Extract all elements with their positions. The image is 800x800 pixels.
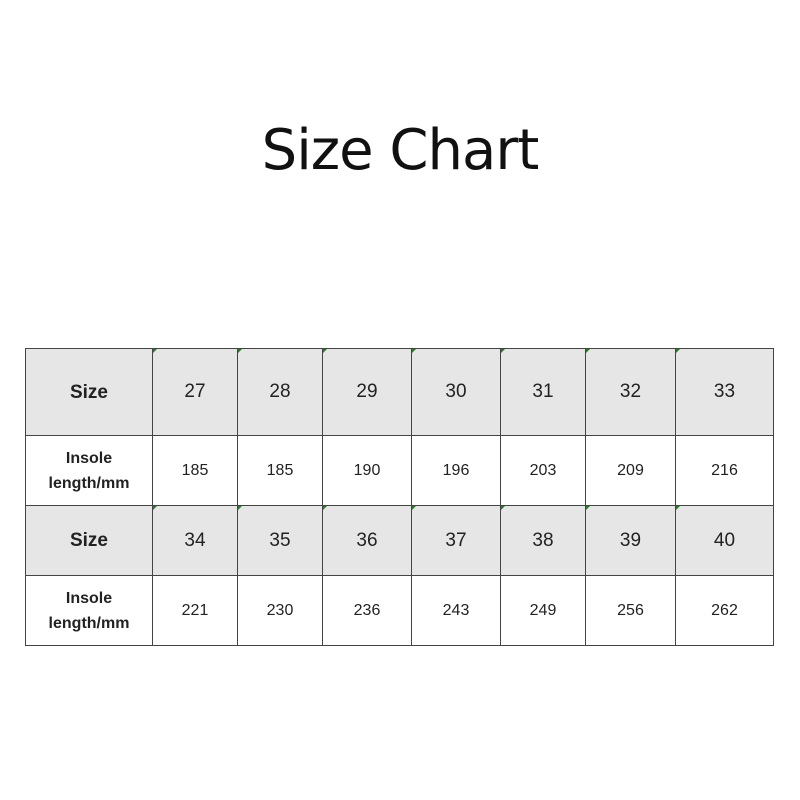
insole-length-cell: 256 — [585, 575, 676, 646]
insole-length-cell: 185 — [152, 435, 238, 506]
insole-length-label: Insole length/mm — [25, 435, 153, 506]
insole-length-cell: 216 — [675, 435, 774, 506]
insole-length-cell: 196 — [411, 435, 501, 506]
size-cell: 30 — [411, 348, 501, 436]
size-cell: 40 — [675, 505, 774, 576]
size-label: Size — [25, 348, 153, 436]
insole-length-cell: 209 — [585, 435, 676, 506]
insole-length-cell: 262 — [675, 575, 774, 646]
insole-length-label: Insole length/mm — [25, 575, 153, 646]
page-title: Size Chart — [261, 118, 540, 183]
size-cell: 27 — [152, 348, 238, 436]
insole-length-cell: 230 — [237, 575, 323, 646]
insole-length-row: Insole length/mm 221 230 236 243 249 256 262 — [25, 575, 774, 646]
size-cell: 38 — [500, 505, 586, 576]
insole-length-cell: 236 — [322, 575, 412, 646]
size-cell: 35 — [237, 505, 323, 576]
size-cell: 36 — [322, 505, 412, 576]
size-cell: 28 — [237, 348, 323, 436]
insole-length-cell: 243 — [411, 575, 501, 646]
insole-length-row: Insole length/mm 185 185 190 196 203 209 216 — [25, 435, 774, 506]
size-cell: 31 — [500, 348, 586, 436]
size-cell: 37 — [411, 505, 501, 576]
size-chart-table: Size 27 28 29 30 31 32 33 Insole length/mm 185 185 1… — [25, 348, 774, 646]
size-cell: 33 — [675, 348, 774, 436]
insole-length-cell: 221 — [152, 575, 238, 646]
size-cell: 39 — [585, 505, 676, 576]
insole-length-cell: 203 — [500, 435, 586, 506]
insole-length-cell: 185 — [237, 435, 323, 506]
size-row: Size 34 35 36 37 38 39 40 — [25, 505, 774, 576]
insole-length-cell: 249 — [500, 575, 586, 646]
size-cell: 29 — [322, 348, 412, 436]
size-cell: 32 — [585, 348, 676, 436]
size-label: Size — [25, 505, 153, 576]
size-row: Size 27 28 29 30 31 32 33 — [25, 348, 774, 436]
size-cell: 34 — [152, 505, 238, 576]
insole-length-cell: 190 — [322, 435, 412, 506]
